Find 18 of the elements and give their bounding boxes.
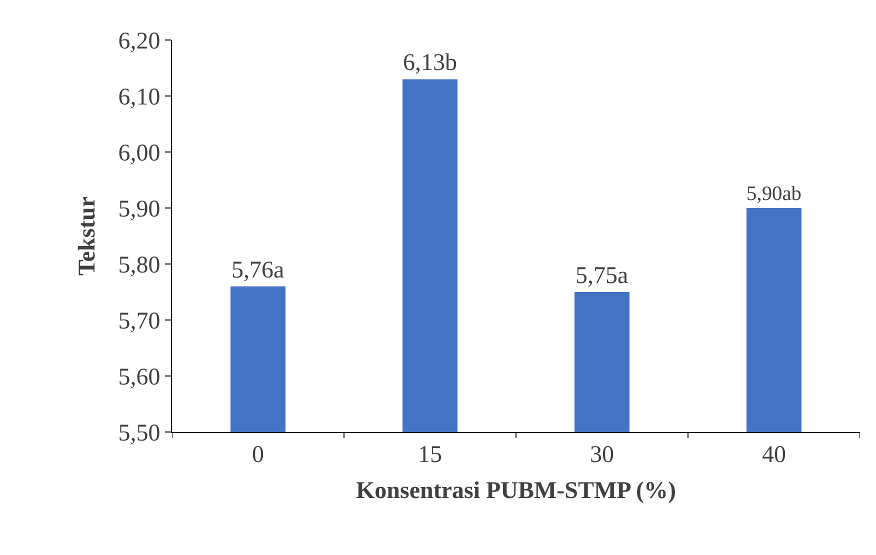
x-tick-label: 15 xyxy=(418,442,442,468)
y-tick-label: 5,70 xyxy=(118,308,160,334)
y-tick-label: 5,50 xyxy=(118,420,160,446)
y-tick-label: 5,80 xyxy=(118,252,160,278)
data-label: 5,76a xyxy=(232,257,284,284)
x-tick-label: 0 xyxy=(252,442,264,468)
y-tick-label: 5,90 xyxy=(118,196,160,222)
data-label: 5,75a xyxy=(576,263,628,289)
data-label: 6,13b xyxy=(403,50,457,76)
y-axis-title: Tekstur xyxy=(74,196,100,276)
y-tick-label: 6,20 xyxy=(118,28,160,54)
y-tick-label: 6,00 xyxy=(118,140,160,166)
x-tick-label: 30 xyxy=(590,442,614,468)
x-tick-label: 40 xyxy=(762,442,786,468)
y-tick-label: 6,10 xyxy=(118,84,160,110)
y-tick-label: 5,60 xyxy=(118,364,160,390)
x-axis-title: Konsentrasi PUBM-STMP (%) xyxy=(356,478,676,504)
data-label: 5,90ab xyxy=(746,182,802,205)
